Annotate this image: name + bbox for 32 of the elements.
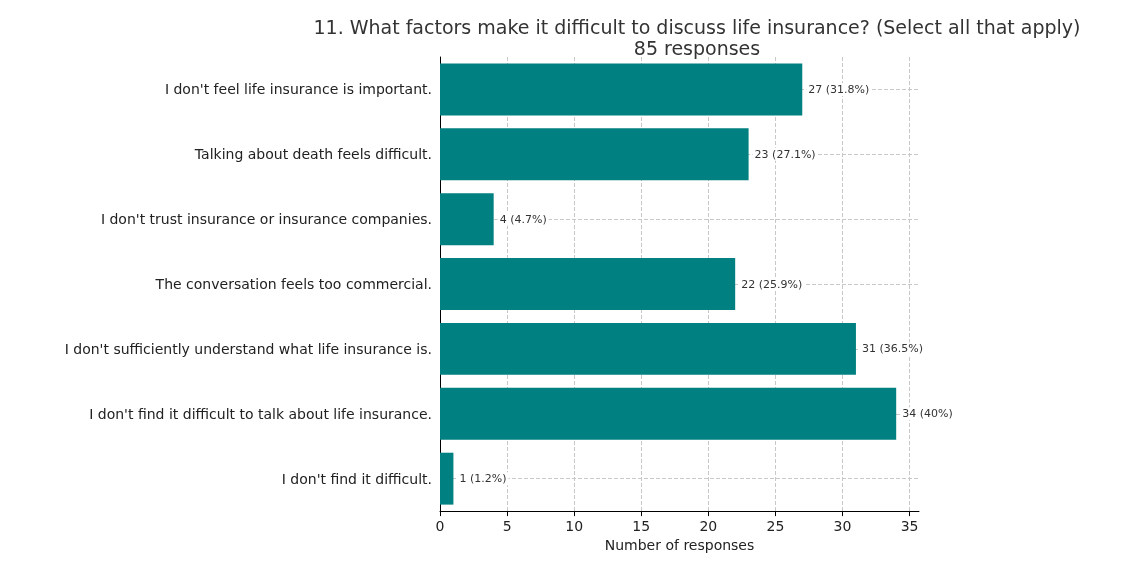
bar bbox=[440, 258, 736, 310]
bar bbox=[440, 63, 803, 116]
data-label: 23 (27.1%) bbox=[754, 147, 816, 161]
data-label: 34 (40%) bbox=[902, 407, 953, 421]
y-tick-label: I don't find it difficult. bbox=[281, 470, 432, 487]
y-tick-label: I don't trust insurance or insurance companies. bbox=[100, 211, 432, 228]
x-tick-label: 25 bbox=[766, 518, 785, 535]
bar bbox=[440, 193, 494, 246]
x-tick-label: 0 bbox=[435, 518, 445, 535]
x-axis-title: Number of responses bbox=[604, 537, 755, 553]
x-tick-label: 35 bbox=[900, 518, 919, 535]
chart-subtitle: 85 responses bbox=[633, 36, 761, 59]
bar bbox=[440, 322, 856, 375]
x-tick-label: 20 bbox=[699, 518, 718, 535]
y-tick-label: The conversation feels too commercial. bbox=[154, 276, 432, 293]
data-label: 22 (25.9%) bbox=[741, 277, 803, 291]
bar bbox=[440, 452, 454, 505]
data-label: 1 (1.2%) bbox=[459, 472, 507, 486]
y-tick-label: I don't find it difficult to talk about life insurance. bbox=[89, 405, 432, 422]
y-tick-label: I don't feel life insurance is important. bbox=[164, 81, 432, 98]
x-tick-label: 5 bbox=[502, 518, 512, 535]
bar bbox=[440, 387, 897, 440]
y-tick-label: I don't sufficiently understand what life insurance is. bbox=[64, 340, 432, 357]
y-tick-label: Talking about death feels difficult. bbox=[193, 146, 432, 163]
data-label: 4 (4.7%) bbox=[499, 212, 547, 226]
data-label: 31 (36.5%) bbox=[861, 342, 923, 356]
bar bbox=[440, 128, 749, 181]
chart-title: 11. What factors make it difficult to discuss life insurance? (Select all that apply) bbox=[313, 15, 1081, 38]
data-label: 27 (31.8%) bbox=[808, 82, 870, 96]
x-tick-label: 10 bbox=[565, 518, 584, 535]
x-tick-label: 15 bbox=[632, 518, 651, 535]
x-tick-label: 30 bbox=[833, 518, 852, 535]
